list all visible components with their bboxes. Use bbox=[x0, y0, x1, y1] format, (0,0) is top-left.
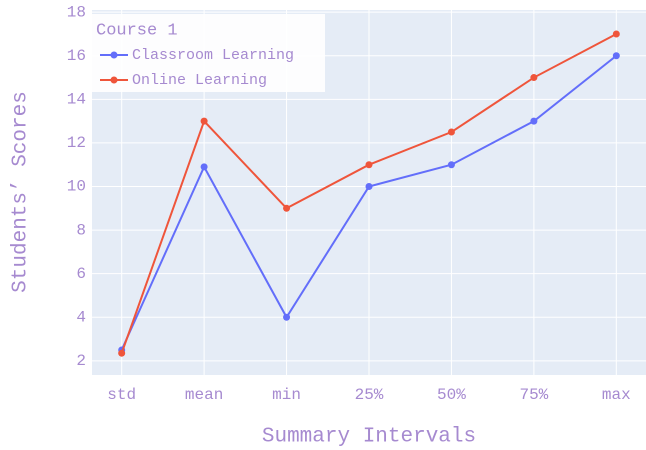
y-tick-label: 12 bbox=[67, 134, 86, 152]
x-tick-label: std bbox=[107, 386, 136, 404]
point bbox=[365, 183, 373, 191]
y-tick-label: 6 bbox=[76, 265, 86, 283]
point bbox=[283, 313, 291, 321]
point bbox=[530, 117, 538, 125]
x-axis-title: Summary Intervals bbox=[262, 426, 476, 449]
x-tick-label: 25% bbox=[355, 386, 384, 404]
x-tick-label: 75% bbox=[519, 386, 548, 404]
point bbox=[118, 349, 126, 357]
point bbox=[447, 128, 455, 136]
legend-label: Online Learning bbox=[132, 72, 267, 89]
point bbox=[612, 30, 620, 38]
point bbox=[612, 52, 620, 60]
legend-marker bbox=[110, 51, 118, 59]
x-tick-label: mean bbox=[185, 386, 223, 404]
legend-box bbox=[92, 14, 325, 92]
point bbox=[283, 204, 291, 212]
y-tick-label: 16 bbox=[67, 47, 86, 65]
y-tick-label: 2 bbox=[76, 352, 86, 370]
y-tick-label: 10 bbox=[67, 178, 86, 196]
y-tick-label: 14 bbox=[67, 91, 86, 109]
point bbox=[200, 163, 208, 171]
y-tick-label: 8 bbox=[76, 221, 86, 239]
y-tick-label: 18 bbox=[67, 3, 86, 21]
point bbox=[447, 161, 455, 169]
legend-label: Classroom Learning bbox=[132, 47, 294, 64]
legend-title: Course 1 bbox=[96, 21, 178, 40]
point bbox=[365, 161, 373, 169]
x-tick-label: max bbox=[602, 386, 631, 404]
x-tick-label: 50% bbox=[437, 386, 466, 404]
y-tick-label: 4 bbox=[76, 308, 86, 326]
y-axis-title: Students’ Scores bbox=[10, 91, 33, 293]
x-tick-label: min bbox=[272, 386, 301, 404]
point bbox=[200, 117, 208, 125]
point bbox=[530, 74, 538, 82]
legend-marker bbox=[110, 76, 118, 84]
